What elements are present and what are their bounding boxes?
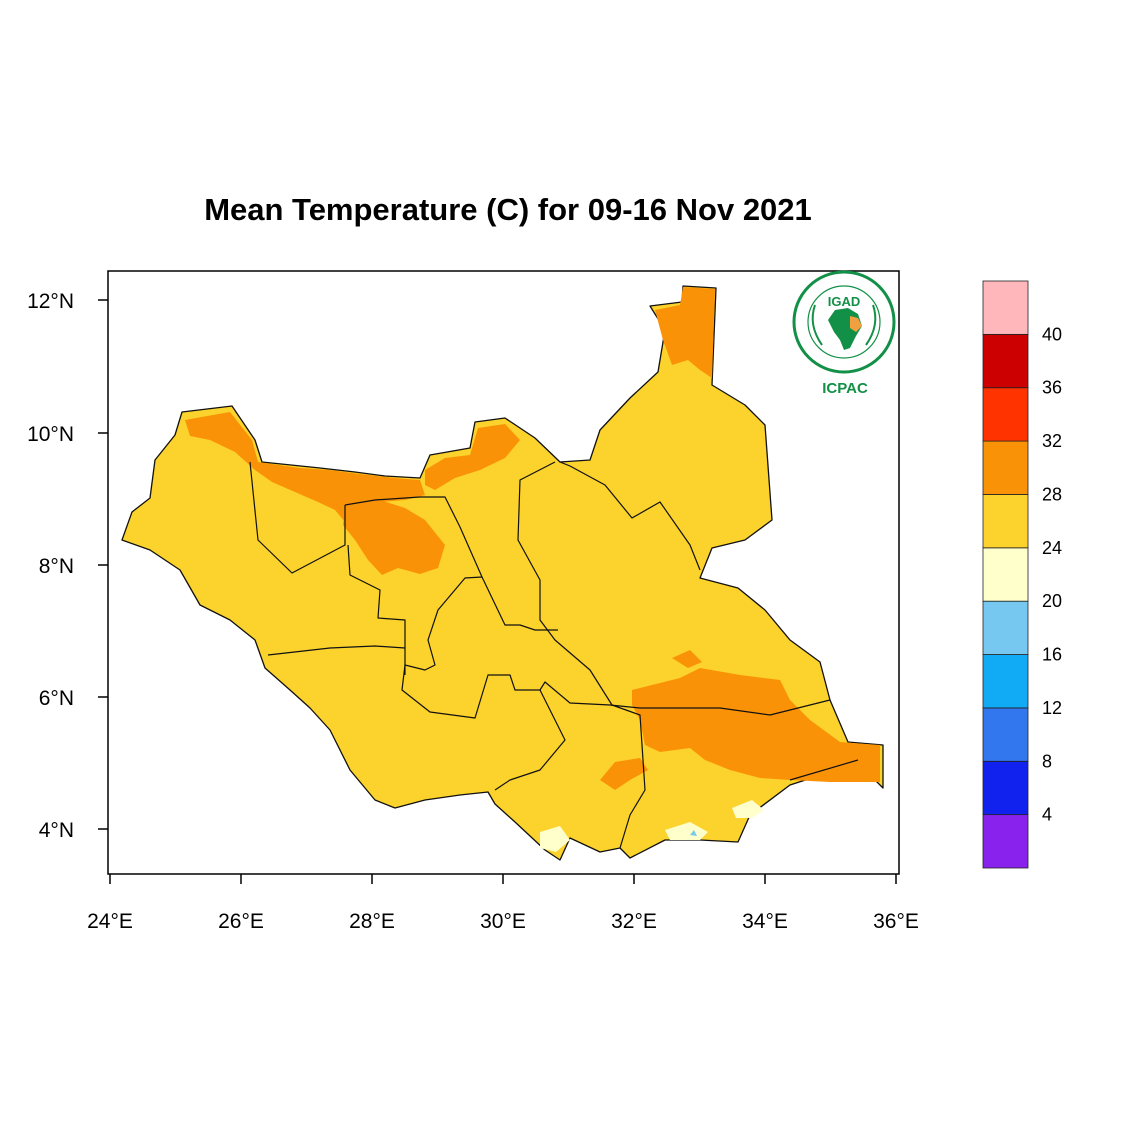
warm-zone-south-small bbox=[600, 758, 648, 790]
lon-tick-labels: 24°E 26°E 28°E 30°E 32°E 34°E 36°E bbox=[87, 910, 919, 933]
temperature-16-20-spot bbox=[690, 830, 697, 836]
colorbar-swatch bbox=[982, 387, 1029, 442]
lat-tick-label: 10°N bbox=[27, 423, 74, 446]
colorbar-swatch bbox=[982, 707, 1029, 762]
cool-zone-southeast bbox=[732, 800, 764, 818]
colorbar-swatch bbox=[982, 600, 1029, 655]
lat-tick-label: 4°N bbox=[39, 819, 74, 842]
colorbar-swatch bbox=[982, 280, 1029, 335]
lat-tick-labels: 4°N 6°N 8°N 10°N 12°N bbox=[27, 290, 74, 842]
lon-tick-label: 24°E bbox=[87, 910, 133, 933]
lon-tick-label: 34°E bbox=[742, 910, 788, 933]
warm-zone-east-spot bbox=[672, 650, 702, 668]
lon-tick-label: 26°E bbox=[218, 910, 264, 933]
state-boundaries bbox=[249, 461, 859, 849]
map-title: Mean Temperature (C) for 09-16 Nov 2021 bbox=[204, 192, 812, 227]
colorbar-swatch bbox=[982, 333, 1029, 389]
lat-tick-label: 8°N bbox=[39, 555, 74, 578]
igad-region-icon bbox=[850, 316, 862, 332]
laurel-right-icon bbox=[865, 304, 877, 346]
colorbar-label: 16 bbox=[1042, 645, 1062, 665]
lat-ticks bbox=[98, 299, 108, 830]
colorbar-swatch bbox=[982, 547, 1029, 602]
colorbar-label: 28 bbox=[1042, 484, 1062, 504]
colorbar-swatch bbox=[982, 494, 1029, 549]
logo-org: ICPAC bbox=[822, 380, 868, 397]
colorbar-label: 36 bbox=[1042, 378, 1062, 398]
colorbar-label: 40 bbox=[1042, 324, 1062, 344]
colorbar: 4 8 12 16 20 24 28 32 36 40 bbox=[982, 280, 1062, 869]
logo-name: IGAD bbox=[828, 294, 861, 309]
lon-tick-label: 28°E bbox=[349, 910, 395, 933]
cool-zone-south-west bbox=[540, 826, 570, 852]
colorbar-label: 24 bbox=[1042, 538, 1062, 558]
colorbar-swatch bbox=[982, 814, 1029, 869]
temperature-28-32-zones bbox=[185, 287, 880, 790]
colorbar-swatch bbox=[982, 654, 1029, 709]
temperature-20-24-zones bbox=[540, 800, 764, 852]
lon-tick-label: 36°E bbox=[873, 910, 919, 933]
lon-tick-label: 32°E bbox=[611, 910, 657, 933]
colorbar-label: 32 bbox=[1042, 431, 1062, 451]
colorbar-label: 8 bbox=[1042, 751, 1052, 771]
lon-tick-label: 30°E bbox=[480, 910, 526, 933]
igad-icpac-logo: IGAD ICPAC bbox=[792, 270, 896, 397]
cool-zone-south-center bbox=[665, 822, 708, 840]
lat-tick-label: 12°N bbox=[27, 290, 74, 313]
warm-zone-southeast bbox=[632, 668, 880, 782]
warm-zone-north-center bbox=[425, 424, 520, 490]
colorbar-label: 12 bbox=[1042, 698, 1062, 718]
colorbar-swatch bbox=[982, 440, 1029, 495]
colorbar-label: 20 bbox=[1042, 591, 1062, 611]
lon-ticks bbox=[109, 874, 897, 884]
lat-tick-label: 6°N bbox=[39, 687, 74, 710]
warm-zone-central-north bbox=[343, 500, 445, 575]
warm-zone-northeast-tip bbox=[655, 287, 715, 378]
laurel-left-icon bbox=[811, 304, 823, 346]
colorbar-label: 4 bbox=[1042, 805, 1052, 825]
warm-zone-northwest bbox=[185, 412, 425, 522]
colorbar-swatch bbox=[982, 760, 1029, 816]
